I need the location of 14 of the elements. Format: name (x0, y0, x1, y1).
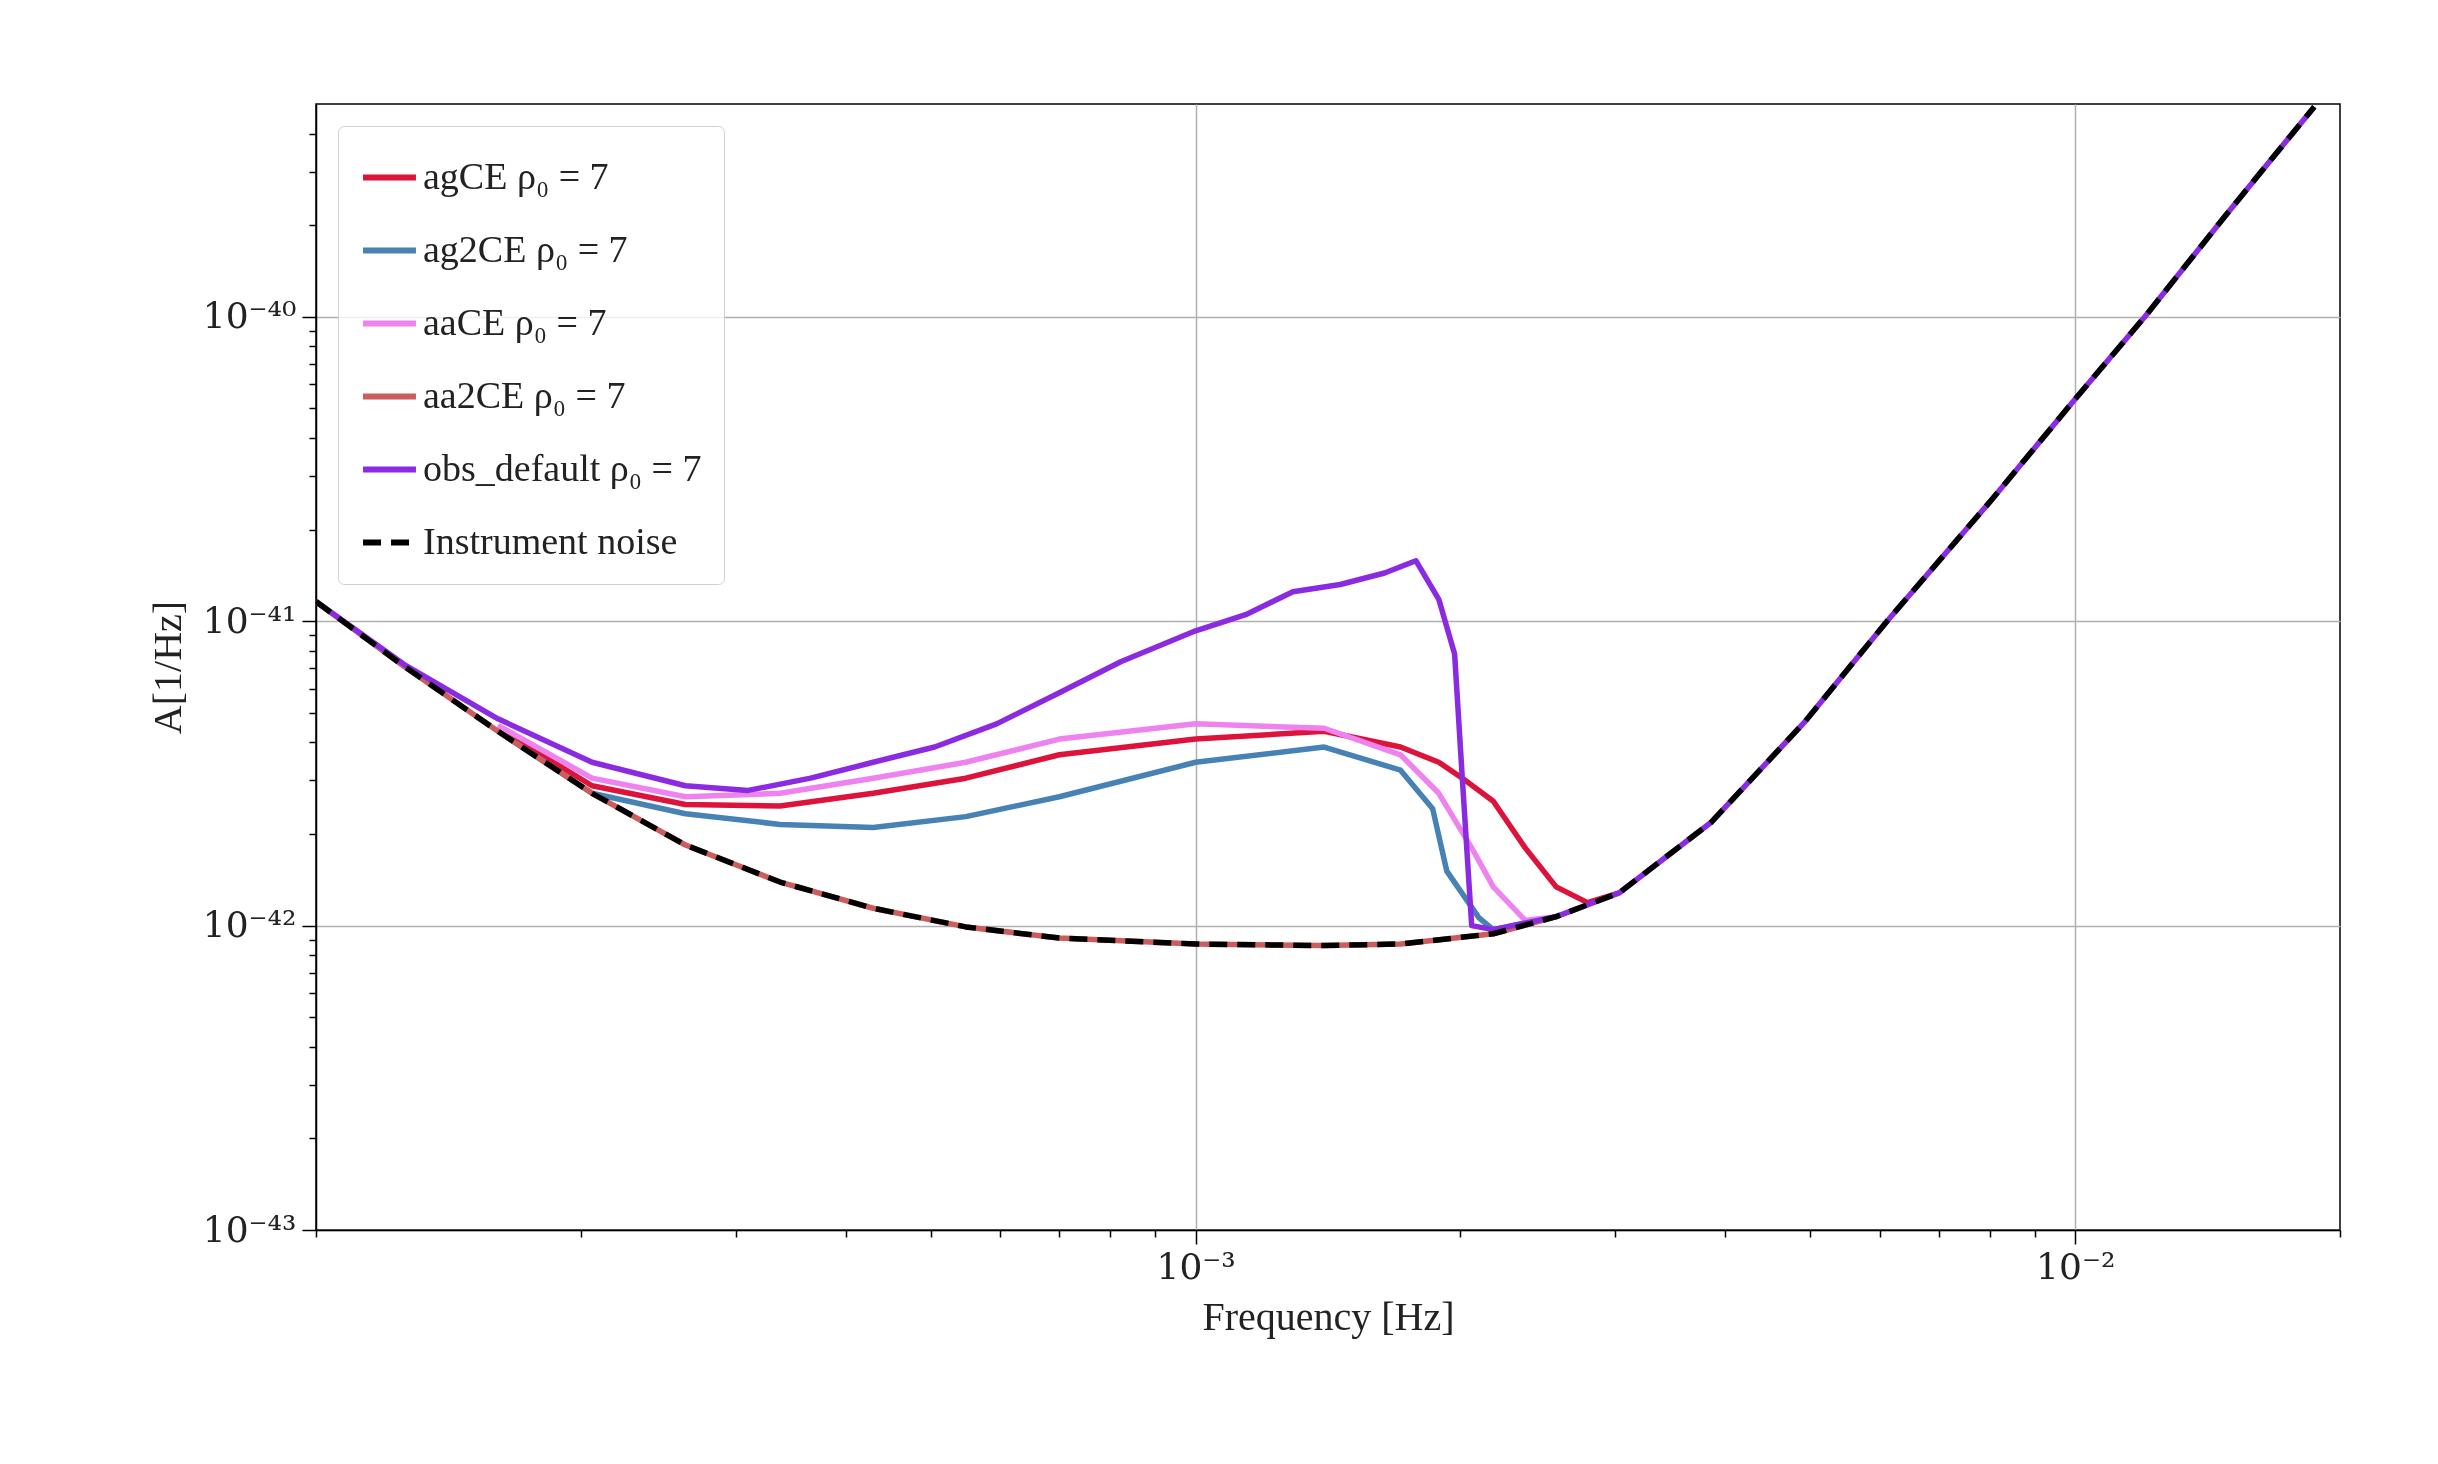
legend-label: aa2CE ρ₀ = 7 (423, 373, 626, 416)
y-tick-label: 10⁻⁴¹ (202, 599, 297, 641)
x-axis-title: Frequency [Hz] (1202, 1293, 1455, 1339)
legend-label: aaCE ρ₀ = 7 (423, 300, 607, 343)
y-tick-label: 10⁻⁴² (202, 904, 297, 946)
y-tick-label: 10⁻⁴⁰ (202, 295, 297, 337)
y-axis-title: A[1/Hz] (144, 600, 190, 735)
legend-label: obs_default ρ₀ = 7 (423, 446, 702, 489)
legend-label: ag2CE ρ₀ = 7 (423, 227, 628, 270)
y-tick-label: 10⁻⁴³ (202, 1208, 297, 1250)
legend-label: Instrument noise (423, 519, 678, 562)
x-tick-label: 10⁻³ (1156, 1245, 1236, 1287)
x-tick-label: 10⁻² (2036, 1245, 2116, 1287)
legend-label: agCE ρ₀ = 7 (423, 154, 609, 197)
